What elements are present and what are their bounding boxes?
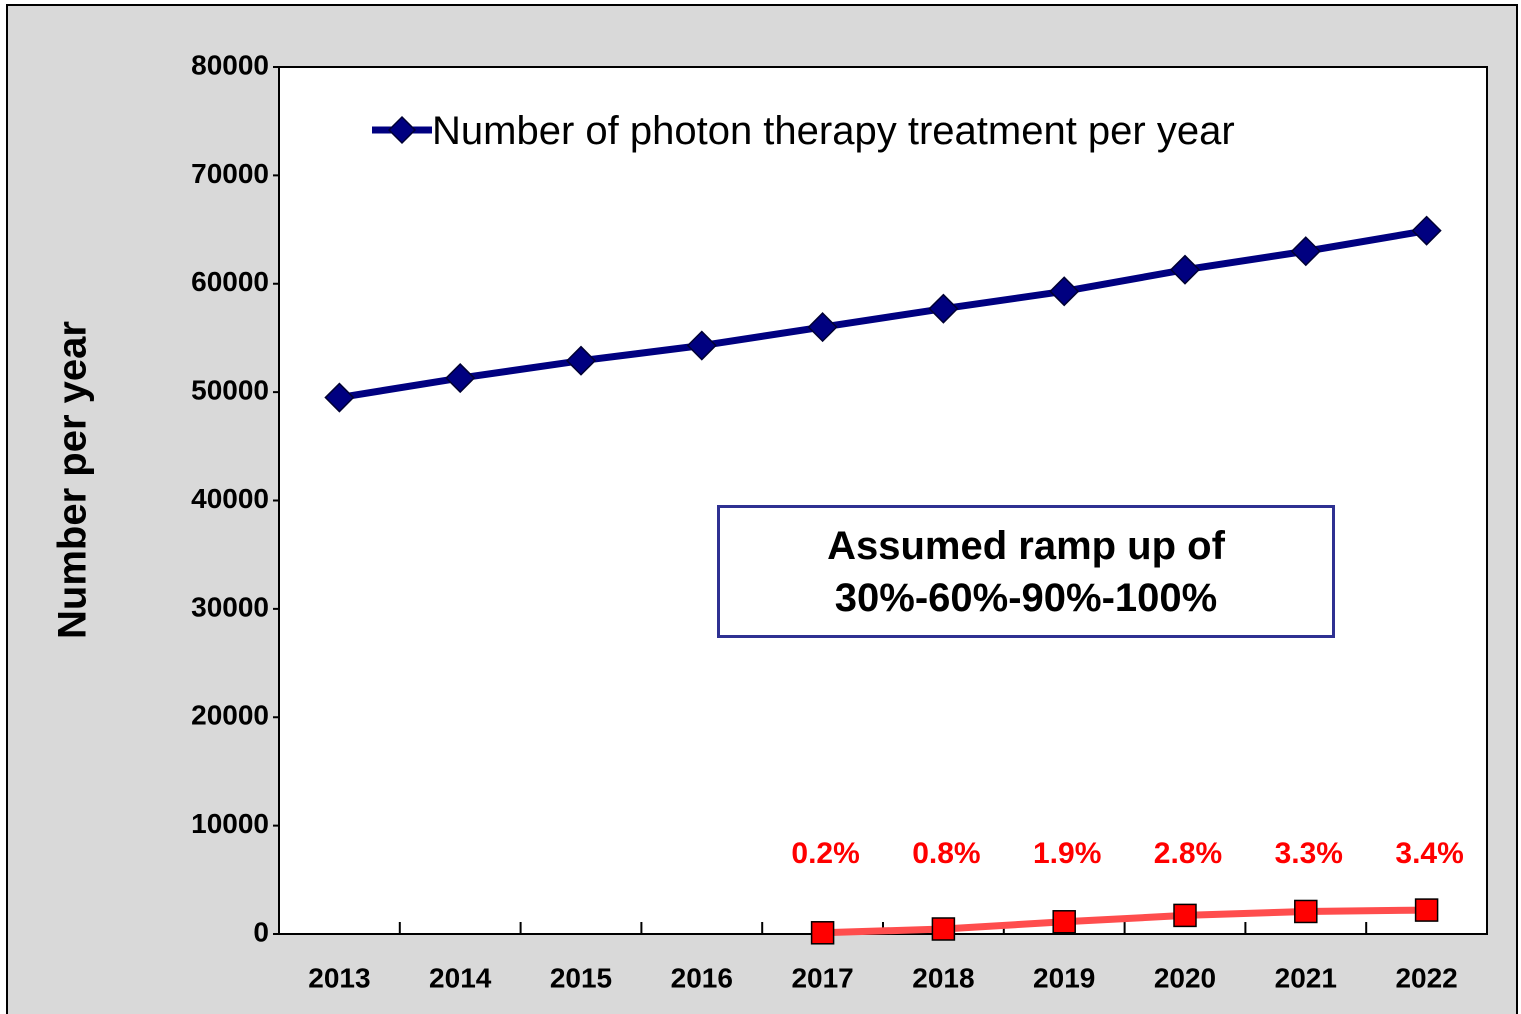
point-label: 2.8% (1154, 837, 1222, 870)
series-line (822, 906, 1427, 937)
x-tick-label: 2018 (912, 962, 974, 993)
marker (1173, 903, 1197, 928)
x-tick-label: 2015 (550, 962, 612, 993)
marker (810, 921, 835, 945)
plot-area (278, 66, 1488, 935)
y-axis-label: Number per year (51, 321, 95, 639)
marker (1411, 215, 1442, 246)
x-tick-label: 2022 (1395, 962, 1457, 993)
y-tick-label: 40000 (191, 483, 269, 514)
x-tick-label: 2017 (791, 962, 853, 993)
marker (686, 330, 717, 361)
x-tick-label: 2019 (1033, 962, 1095, 993)
marker (1052, 910, 1076, 934)
y-tick-label: 20000 (191, 700, 269, 731)
marker (445, 362, 476, 394)
point-label: 3.4% (1395, 837, 1463, 870)
y-tick-label: 10000 (191, 808, 269, 839)
marker (1169, 254, 1201, 285)
y-tick-label: 80000 (191, 49, 269, 80)
series-line (338, 227, 1428, 401)
y-tick-label: 30000 (191, 591, 269, 622)
point-label: 1.9% (1033, 837, 1101, 870)
x-tick-label: 2013 (308, 962, 370, 993)
x-tick-label: 2016 (671, 962, 733, 993)
x-tick-label: 2021 (1275, 962, 1337, 993)
point-label: 0.8% (912, 837, 980, 870)
marker (1290, 236, 1321, 267)
marker (324, 382, 355, 413)
legend-marker (387, 115, 417, 145)
marker (928, 293, 959, 324)
point-label: 0.2% (791, 837, 859, 870)
legend-label: Number of photon therapy treatment per y… (432, 109, 1235, 153)
marker (1049, 276, 1080, 307)
annotation-box: Assumed ramp up of 30%-60%-90%-100% (717, 505, 1335, 638)
marker (931, 917, 956, 941)
y-tick-label: 0 (253, 916, 269, 947)
y-tick-label: 60000 (191, 266, 269, 297)
x-tick-label: 2014 (429, 962, 492, 993)
y-tick-label: 70000 (191, 158, 269, 189)
y-tick-label: 50000 (191, 375, 269, 406)
x-tick-label: 2020 (1154, 962, 1216, 993)
point-label: 3.3% (1275, 837, 1343, 870)
marker (807, 312, 838, 343)
marker (1414, 898, 1439, 922)
marker (565, 345, 597, 376)
marker (1294, 899, 1318, 924)
